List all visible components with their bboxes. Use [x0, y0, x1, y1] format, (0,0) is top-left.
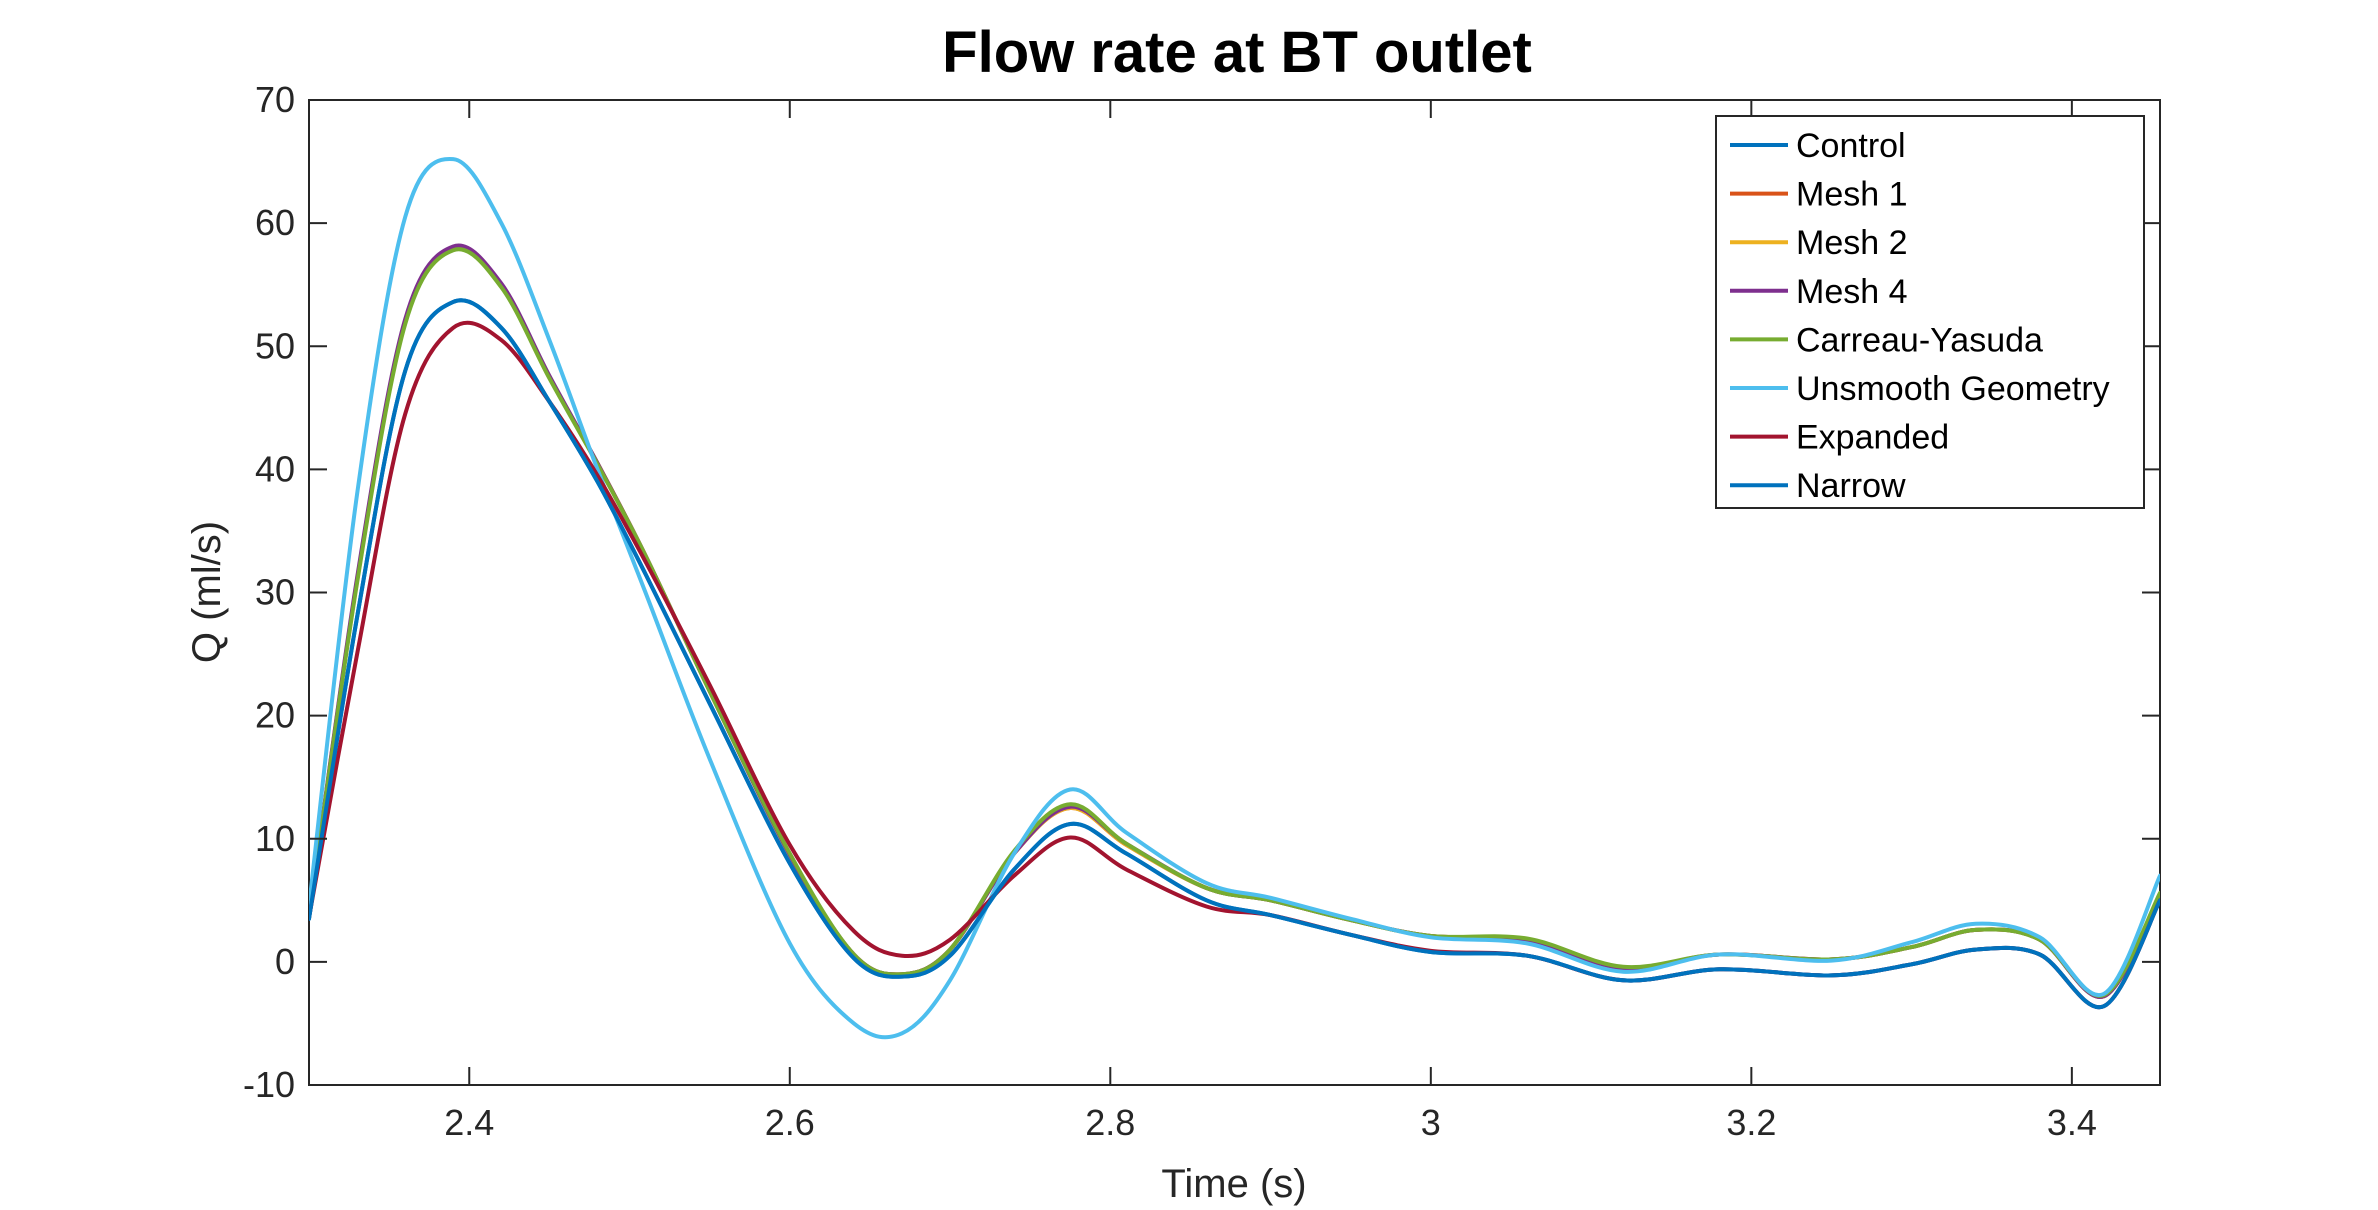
- x-tick-label: 3.4: [2047, 1102, 2097, 1143]
- x-tick-label: 3: [1421, 1102, 1441, 1143]
- series-line-unsmooth-geometry: [309, 156, 2160, 1040]
- y-tick-label: 10: [255, 818, 295, 859]
- legend-label: Unsmooth Geometry: [1796, 370, 2110, 408]
- y-tick-label: 20: [255, 695, 295, 736]
- legend-label: Mesh 4: [1796, 273, 1908, 311]
- legend-label: Mesh 1: [1796, 176, 1908, 214]
- y-tick-label: 50: [255, 325, 295, 366]
- x-tick-label: 2.6: [765, 1102, 815, 1143]
- x-tick-label: 2.4: [444, 1102, 494, 1143]
- x-tick-label: 3.2: [1726, 1102, 1776, 1143]
- y-tick-label: 30: [255, 572, 295, 613]
- legend-items: Control Mesh 1 Mesh 2 Mesh 4 Carreau-Yasuda U…: [1730, 127, 2110, 505]
- legend-box: [1715, 115, 2145, 509]
- series-line-narrow: [309, 298, 2160, 1010]
- chart-title: Flow rate at BT outlet: [942, 20, 1532, 85]
- y-tick-label: -10: [243, 1064, 295, 1105]
- legend-label: Mesh 2: [1796, 224, 1908, 262]
- x-tick-label: 2.8: [1085, 1102, 1135, 1143]
- legend: Control Mesh 1 Mesh 2 Mesh 4 Carreau-Yasuda U…: [1715, 115, 2145, 509]
- legend-label: Expanded: [1796, 419, 1949, 457]
- legend-label: Narrow: [1796, 467, 1906, 505]
- legend-label: Control: [1796, 127, 1906, 165]
- y-tick-label: 70: [255, 79, 295, 120]
- legend-label: Carreau-Yasuda: [1796, 321, 2043, 359]
- series-layer: [309, 156, 2160, 1040]
- x-axis-label: Time (s): [1161, 1162, 1306, 1206]
- y-tick-label: 0: [275, 941, 295, 982]
- y-axis-label: Q (ml/s): [185, 521, 229, 663]
- y-tick-label: 40: [255, 448, 295, 489]
- axis-ticks: 2.4 2.6 2.8 3 3.2 3.4 -10 0 10 20 30 40 50 60 70: [243, 79, 2160, 1143]
- y-tick-label: 60: [255, 202, 295, 243]
